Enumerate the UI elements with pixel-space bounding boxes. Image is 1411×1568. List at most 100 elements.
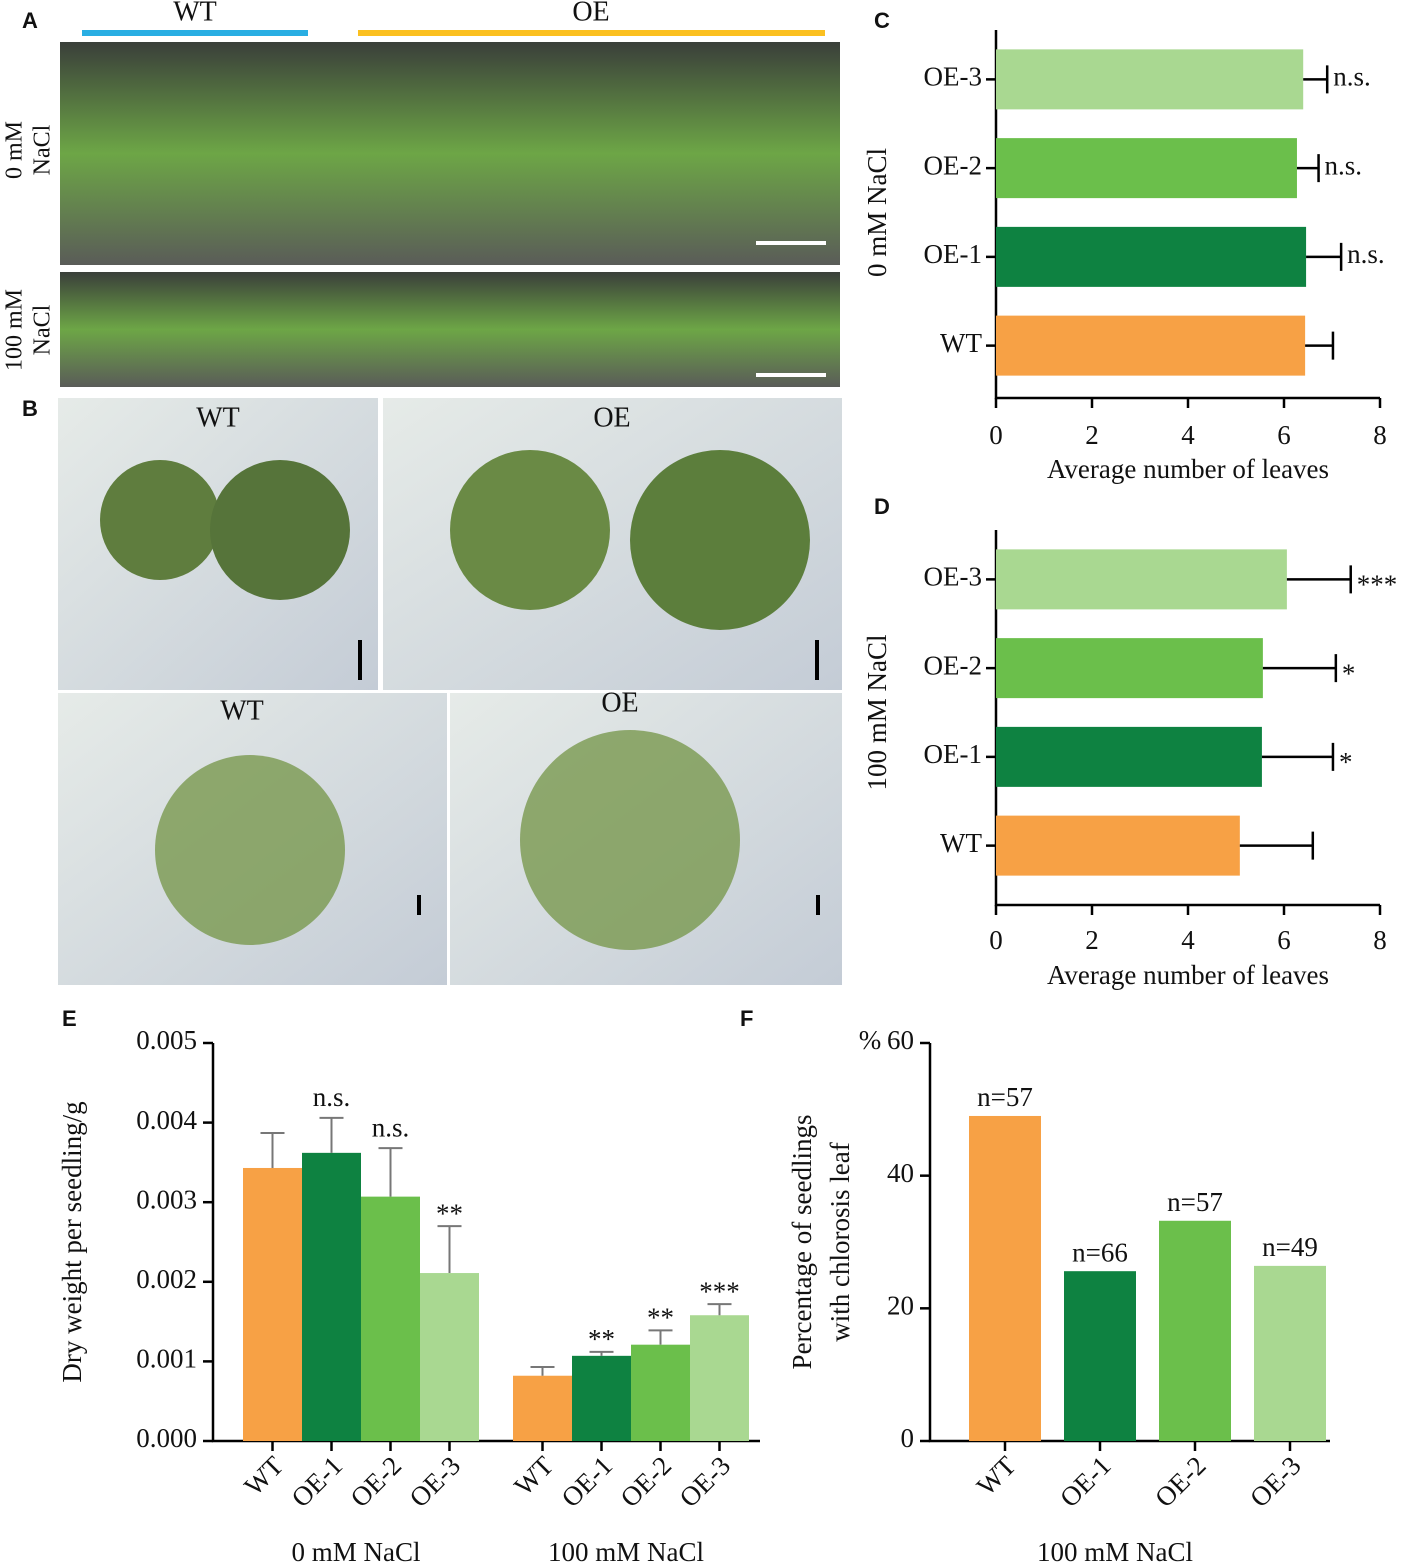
error-bar [1239, 831, 1315, 860]
x-tick-label: 6 [1277, 420, 1291, 450]
error-bar [260, 1131, 285, 1168]
x-axis-label: Average number of leaves [1047, 454, 1329, 484]
y-tick-label: 0 [901, 1423, 915, 1453]
x-axis-label: Average number of leaves [1047, 960, 1329, 990]
group-label: WT [173, 0, 217, 27]
bar [996, 315, 1306, 376]
group-label: 100 mM NaCl [548, 1537, 704, 1567]
y-tick-label: 0.004 [136, 1105, 197, 1135]
annotation: n.s. [1347, 239, 1385, 269]
photo [60, 272, 840, 387]
annotation: n=49 [1262, 1232, 1318, 1262]
x-tick-label: 8 [1373, 925, 1387, 955]
panel-letter: C [874, 8, 890, 33]
y-tick-label: 0.002 [136, 1264, 197, 1294]
error-bar [1262, 654, 1338, 683]
y-tick-label: OE-2 [924, 650, 982, 680]
error-bar [319, 1116, 344, 1153]
bar [243, 1167, 302, 1441]
panel-letter: E [62, 1006, 77, 1031]
condition-label: 100 mM [2, 289, 28, 371]
x-tick-label: 0 [989, 420, 1003, 450]
photo-label: WT [196, 402, 240, 433]
seedling [210, 460, 350, 600]
photo-label: OE [601, 687, 638, 718]
x-tick-label: OE-2 [1149, 1450, 1212, 1513]
error-bar [1296, 154, 1320, 183]
y-tick-label: OE-1 [924, 239, 982, 269]
x-tick-label: 0 [989, 925, 1003, 955]
y-axis-label: with chlorosis leaf [825, 1142, 855, 1341]
error-bar [1286, 565, 1352, 594]
bar [996, 549, 1287, 610]
y-tick-label: 0.001 [136, 1344, 197, 1374]
y-axis-label: 0 mM NaCl [862, 148, 892, 277]
x-tick-label: OE-1 [1054, 1450, 1117, 1513]
panel-letter: A [22, 8, 38, 33]
condition-label: NaCl [30, 304, 56, 355]
bar [1254, 1265, 1326, 1441]
x-tick-label: OE-2 [345, 1450, 408, 1513]
error-bar [589, 1350, 614, 1356]
y-tick-label: OE-1 [924, 739, 982, 769]
y-tick-label: WT [940, 828, 982, 858]
x-tick-label: OE-2 [615, 1450, 678, 1513]
bar [996, 726, 1262, 787]
condition-label: NaCl [30, 124, 56, 175]
error-bar [1305, 331, 1335, 360]
group-label: OE [572, 0, 609, 27]
annotation: n=57 [977, 1082, 1033, 1112]
bar [996, 638, 1263, 699]
annotation: n=57 [1167, 1187, 1223, 1217]
seedling [630, 450, 810, 630]
bar [361, 1196, 420, 1441]
annotation: *** [1357, 570, 1398, 600]
photo-label: OE [593, 402, 630, 433]
annotation: * [1339, 747, 1353, 777]
error-bar [1306, 242, 1343, 271]
bar [1064, 1271, 1136, 1441]
bar [1159, 1220, 1231, 1441]
bar [513, 1375, 572, 1441]
annotation: n.s. [1325, 150, 1363, 180]
panel-letter: B [22, 396, 38, 421]
x-tick-label: WT [508, 1450, 559, 1501]
y-tick-label: OE-3 [924, 562, 982, 592]
x-tick-label: OE-1 [556, 1450, 619, 1513]
seedling [155, 755, 345, 945]
x-tick-label: WT [238, 1450, 289, 1501]
bar [996, 49, 1304, 110]
y-tick-label: 0.000 [136, 1423, 197, 1453]
x-tick-label: 4 [1181, 420, 1195, 450]
y-axis-label: Percentage of seedlings [787, 1115, 817, 1370]
y-tick-label: OE-2 [924, 150, 982, 180]
bar [996, 226, 1307, 287]
seedling [450, 450, 610, 610]
y-tick-label: 40 [887, 1158, 914, 1188]
x-tick-label: OE-3 [1244, 1450, 1307, 1513]
error-bar [1303, 65, 1329, 94]
error-bar [648, 1329, 673, 1345]
y-tick-label: 20 [887, 1291, 914, 1321]
annotation: ** [436, 1198, 463, 1228]
annotation: ** [647, 1303, 674, 1333]
panel-letter: F [740, 1006, 753, 1031]
x-tick-label: 8 [1373, 420, 1387, 450]
bar [996, 138, 1297, 199]
y-axis-label: 100 mM NaCl [862, 634, 892, 790]
bar [572, 1355, 631, 1441]
annotation: *** [699, 1276, 740, 1306]
y-tick-label: 0.005 [136, 1025, 197, 1055]
annotation: ** [588, 1324, 615, 1354]
x-tick-label: 2 [1085, 925, 1099, 955]
annotation: n=66 [1072, 1237, 1128, 1267]
error-bar [707, 1303, 732, 1316]
x-tick-label: WT [971, 1450, 1022, 1501]
x-tick-label: 2 [1085, 420, 1099, 450]
y-tick-label: 0.003 [136, 1184, 197, 1214]
x-tick-label: OE-3 [404, 1450, 467, 1513]
bar [969, 1115, 1041, 1441]
y-tick-label: 60 [887, 1025, 914, 1055]
error-bar [530, 1365, 555, 1376]
